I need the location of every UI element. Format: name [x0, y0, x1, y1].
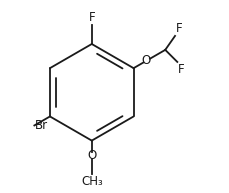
- Text: O: O: [142, 54, 151, 67]
- Text: F: F: [176, 22, 183, 35]
- Text: F: F: [178, 63, 185, 76]
- Text: F: F: [88, 11, 95, 24]
- Text: O: O: [87, 149, 96, 162]
- Text: CH₃: CH₃: [81, 175, 103, 188]
- Text: Br: Br: [35, 119, 48, 132]
